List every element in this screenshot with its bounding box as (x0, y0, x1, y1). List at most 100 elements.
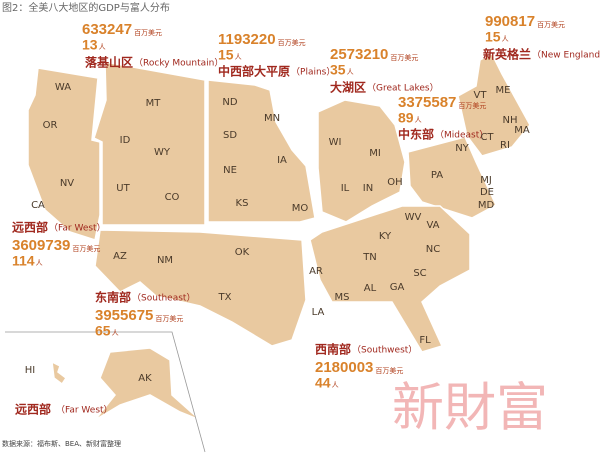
region-count: 89 (398, 110, 414, 126)
state-label: AR (309, 266, 323, 277)
region-gdp: 1193220 (218, 31, 276, 48)
person-unit: 人 (99, 43, 106, 51)
plains-shape (207, 79, 316, 223)
state-label: MO (292, 203, 309, 214)
state-label: PA (431, 170, 443, 181)
state-label: GA (390, 282, 405, 293)
region-count: 35 (330, 62, 346, 78)
state-label: MJ (480, 175, 492, 186)
state-label: NM (157, 255, 173, 266)
far-west-shape (27, 67, 101, 241)
region-en: （Far West） (56, 405, 113, 416)
state-label: ME (496, 85, 511, 96)
state-label: MA (514, 125, 530, 136)
southeast-shape (309, 205, 471, 353)
state-label: WY (154, 147, 171, 158)
region-count: 65 (95, 323, 111, 339)
region-gdp: 2180003 (315, 359, 373, 376)
state-label: TX (218, 292, 232, 303)
state-label: OR (43, 120, 58, 131)
region-en: （Great Lakes） (367, 83, 439, 94)
region-gdp: 633247 (82, 21, 132, 38)
region-shapes (5, 52, 531, 453)
state-label: TN (362, 252, 377, 263)
state-label: CA (31, 200, 45, 211)
region-en: （Southwest） (352, 345, 417, 356)
state-label: OK (235, 247, 250, 258)
region-name: 中西部大平原 (218, 64, 290, 79)
gdp-unit: 百万美元 (155, 314, 183, 323)
state-label: WI (329, 137, 342, 148)
region-count: 15 (218, 47, 234, 63)
region-count: 13 (82, 37, 98, 53)
inset-border (5, 331, 206, 453)
state-label: ID (120, 135, 131, 146)
state-label: NC (426, 244, 440, 255)
region-en: （Plains） (291, 67, 335, 78)
state-label: CT (480, 132, 494, 143)
state-label: SC (413, 268, 426, 279)
mideast-shape (407, 136, 497, 219)
state-label: DE (480, 187, 494, 198)
southwest-shape (94, 229, 307, 347)
state-label: NH (503, 115, 518, 126)
region-name: 西南部 (315, 342, 351, 357)
gdp-unit: 百万美元 (375, 366, 403, 375)
title: 图2：全美八大地区的GDP与富人分布 (2, 1, 170, 14)
rocky-shape (93, 61, 206, 226)
gdp-unit: 百万美元 (278, 38, 306, 47)
state-label: WV (405, 212, 422, 223)
region-count: 44 (315, 375, 331, 391)
gdp-unit: 百万美元 (72, 244, 100, 253)
region-en: （Southeast） (132, 293, 195, 304)
region-count: 114 (12, 253, 35, 269)
watermark: 新財富 (392, 379, 548, 439)
state-label: NE (223, 165, 237, 176)
person-unit: 人 (347, 68, 354, 76)
person-unit: 人 (112, 329, 119, 337)
state-label: MD (478, 200, 495, 211)
person-unit: 人 (502, 35, 509, 43)
state-label: CO (165, 192, 180, 203)
region-en: （Mideast） (435, 130, 488, 141)
state-label: LA (312, 307, 325, 318)
state-label: MI (369, 148, 381, 159)
region-name: 远西部 (12, 220, 48, 235)
region-gdp: 3955675 (95, 307, 153, 324)
gdp-unit: 百万美元 (390, 53, 418, 62)
gdp-unit: 百万美元 (537, 20, 565, 29)
region-gdp: 2573210 (330, 46, 388, 63)
state-label: SD (223, 130, 237, 141)
state-label: UT (116, 183, 130, 194)
region-en: （New England） (532, 50, 600, 61)
region-name: 东南部 (95, 290, 131, 305)
state-label: IN (363, 183, 373, 194)
new-england-shape (457, 52, 531, 157)
region-name: 远西部 (15, 402, 51, 417)
source: 数据来源：福布斯、BEA、新财富整理 (2, 439, 121, 448)
state-label: VA (426, 220, 439, 231)
hawaii-shape (51, 360, 68, 386)
state-label: MT (146, 98, 162, 109)
region-en: （Rocky Mountain） (134, 58, 223, 69)
state-label: NV (60, 178, 74, 189)
state-label: AZ (113, 251, 127, 262)
gdp-unit: 百万美元 (458, 101, 486, 110)
state-label: AK (138, 373, 152, 384)
state-label: OH (387, 177, 402, 188)
region-gdp: 990817 (485, 13, 535, 30)
region-name: 落基山区 (85, 55, 133, 70)
alaska-shape (94, 347, 201, 421)
region-gdp: 3375587 (398, 94, 456, 111)
state-label: RI (500, 140, 510, 151)
state-label: HI (25, 365, 35, 376)
region-gdp: 3609739 (12, 237, 70, 254)
state-label: KY (379, 231, 392, 242)
region-name: 大湖区 (330, 80, 366, 95)
state-label: KS (236, 198, 249, 209)
state-label: MS (335, 292, 350, 303)
inset-label: 远西部 （Far West） (15, 402, 113, 417)
person-unit: 人 (332, 381, 339, 389)
region-en: （Far West） (49, 223, 106, 234)
